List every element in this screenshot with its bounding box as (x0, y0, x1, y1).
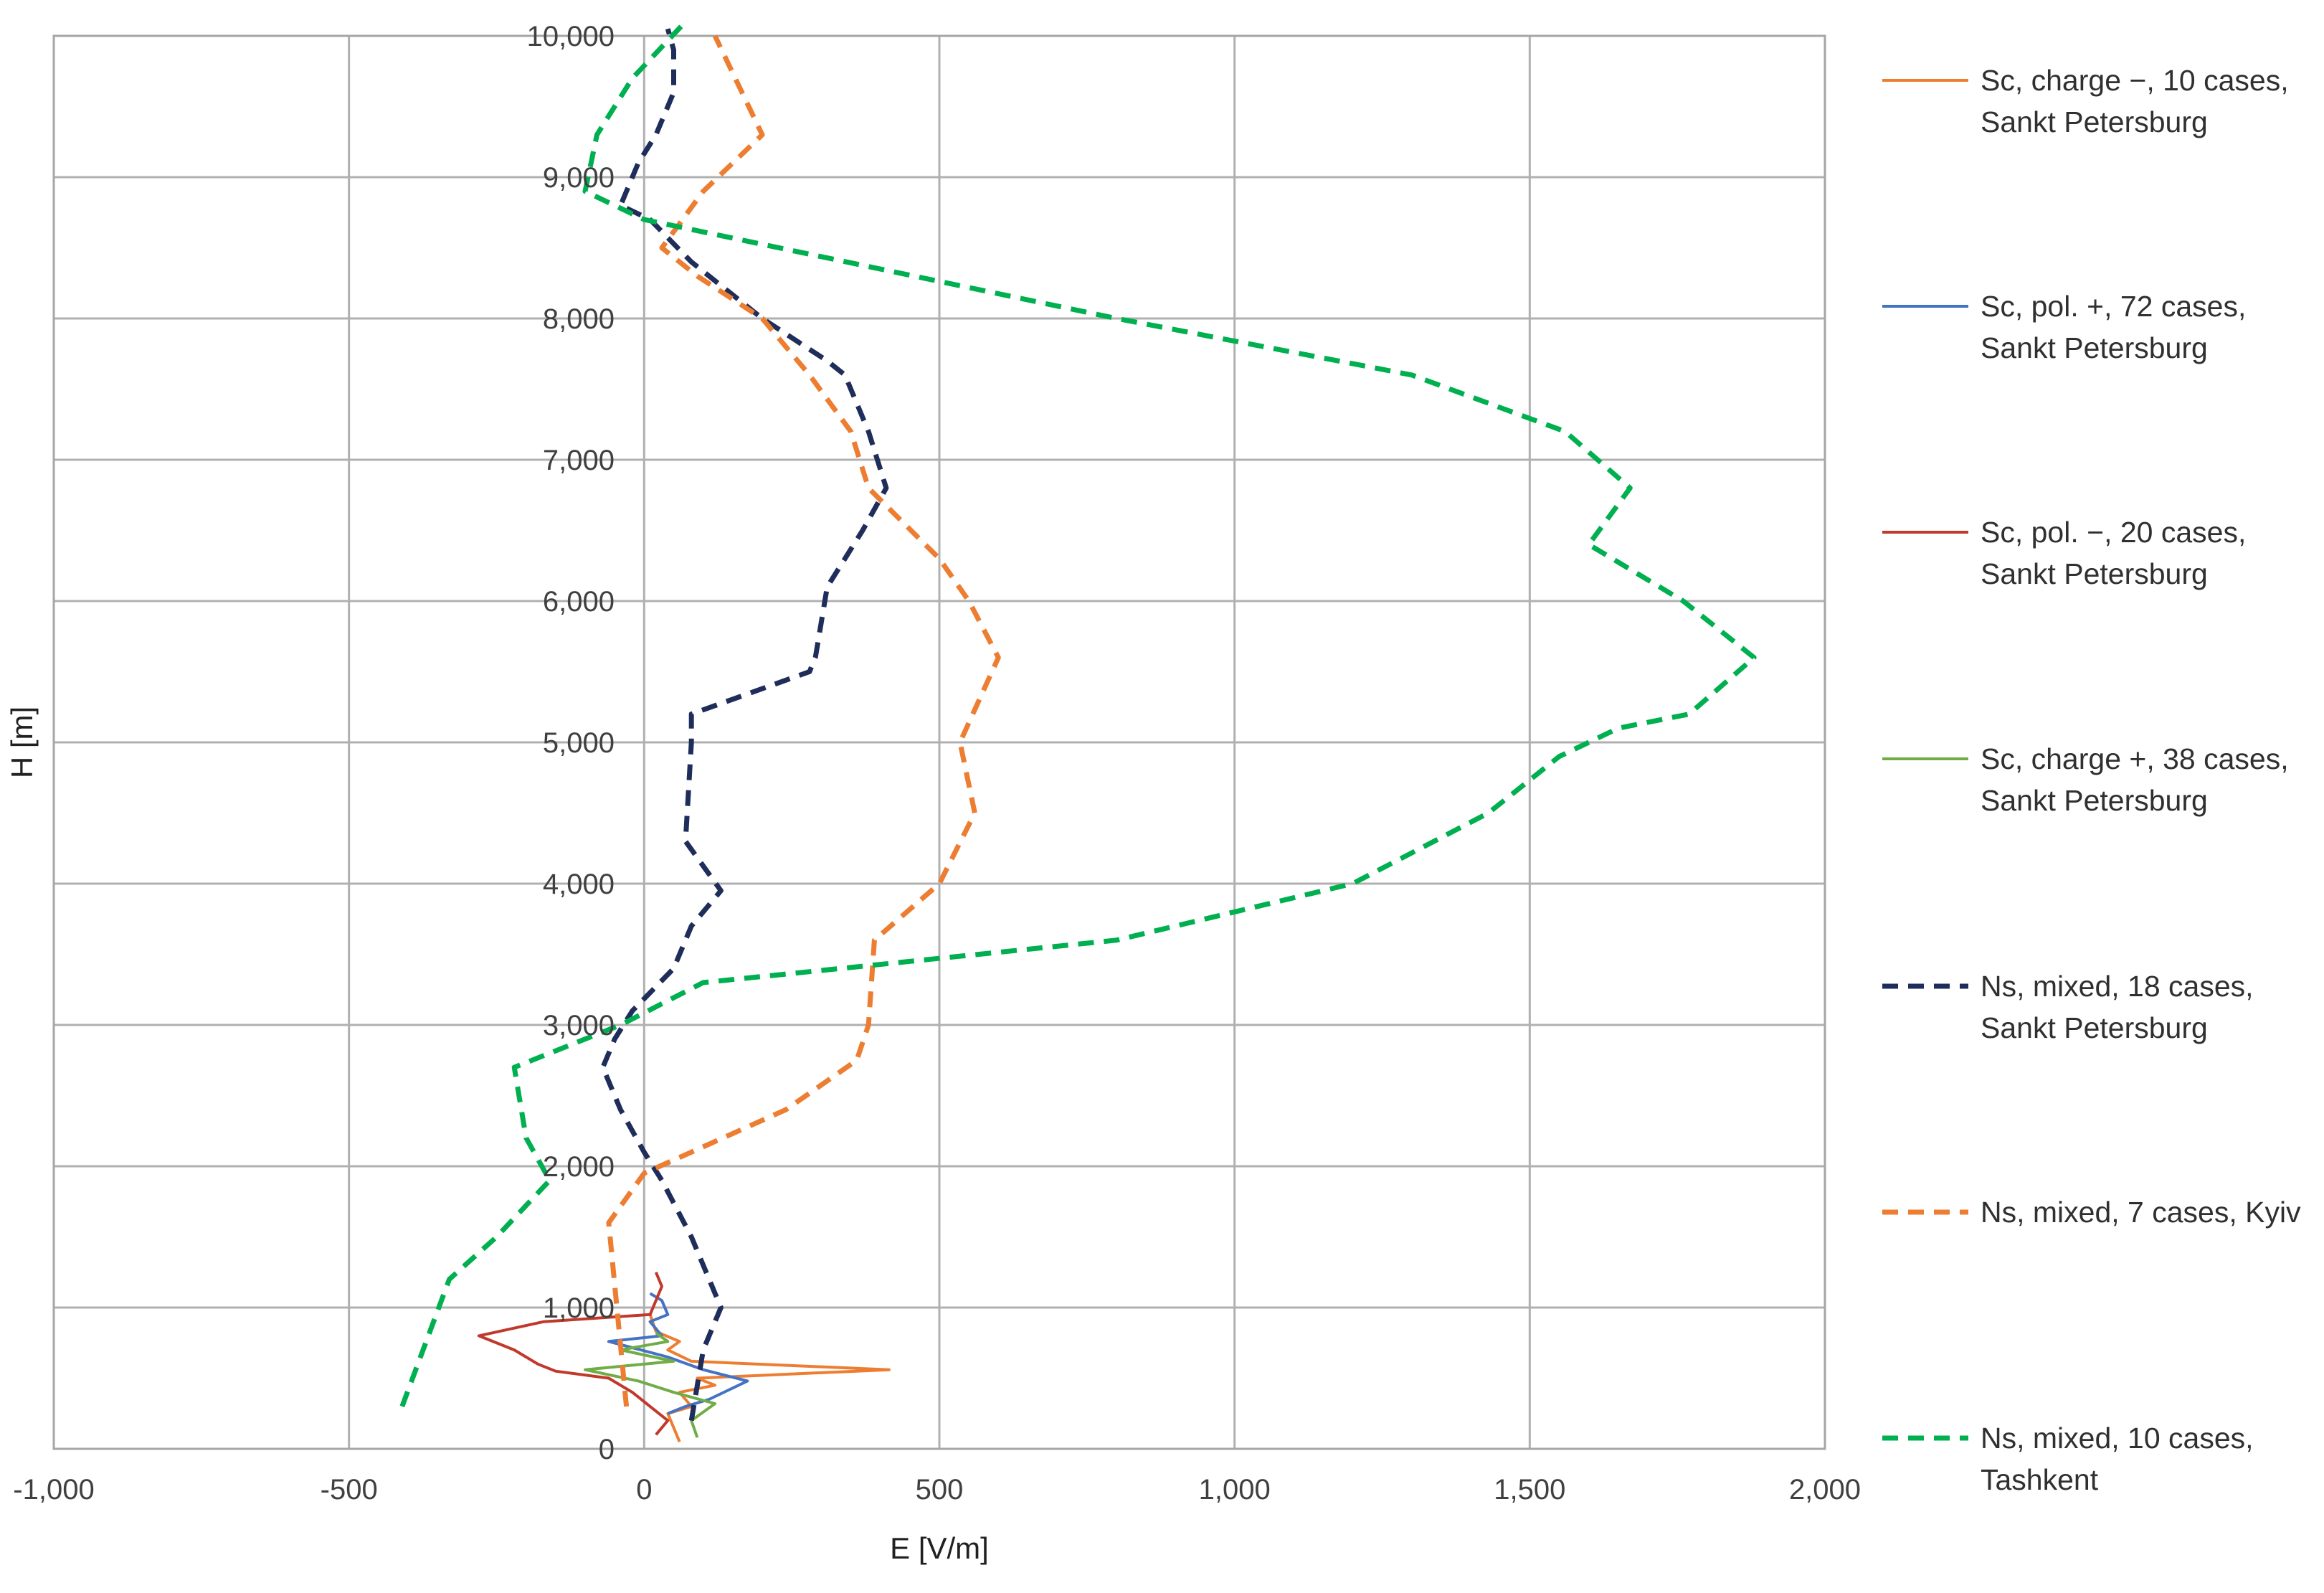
y-tick-label: 3,000 (543, 1010, 615, 1041)
legend: Sc, charge −, 10 cases, Sankt Petersburg S… (1882, 64, 2301, 1496)
legend-label: Ns, mixed, 7 cases, Kyiv (1981, 1196, 2301, 1229)
legend-item: Ns, mixed, 10 cases, Tashkent (1882, 1422, 2254, 1496)
legend-item: Sc, pol. +, 72 cases, Sankt Petersburg (1882, 290, 2246, 364)
grid-lines (52, 34, 1826, 1450)
y-tick-label: 8,000 (543, 303, 615, 335)
x-tick-label: 500 (916, 1474, 964, 1505)
y-tick-label: 7,000 (543, 445, 615, 476)
series-line-7 (399, 19, 1757, 1408)
x-axis-title: E [V/m] (890, 1531, 989, 1565)
x-tick-label: -500 (321, 1474, 378, 1505)
legend-item: Ns, mixed, 18 cases, Sankt Petersburg (1882, 970, 2254, 1044)
y-tick-label: 6,000 (543, 586, 615, 618)
series-layer (399, 19, 1757, 1442)
legend-item: Ns, mixed, 7 cases, Kyiv (1882, 1196, 2301, 1229)
x-tick-label: -1,000 (13, 1474, 94, 1505)
y-tick-labels: 0 1,000 2,000 3,000 4,000 5,000 6,000 7,000 8,00… (527, 21, 615, 1465)
legend-item: Sc, charge +, 38 cases, Sankt Petersburg (1882, 742, 2289, 817)
x-tick-labels: -1,000 -500 0 500 1,000 1,500 2,000 (13, 1474, 1861, 1505)
series-line-4 (584, 1331, 717, 1438)
series-line-6 (606, 34, 1001, 1407)
y-tick-label: 10,000 (527, 21, 615, 52)
y-tick-label: 5,000 (543, 727, 615, 759)
y-tick-label: 0 (599, 1434, 615, 1465)
x-tick-label: 2,000 (1789, 1474, 1861, 1505)
legend-label: Sc, pol. −, 20 cases, Sankt Petersburg (1981, 516, 2246, 590)
legend-item: Sc, pol. −, 20 cases, Sankt Petersburg (1882, 516, 2246, 590)
y-tick-label: 9,000 (543, 162, 615, 194)
y-axis-title: H [m] (5, 706, 39, 778)
x-tick-label: 1,500 (1494, 1474, 1565, 1505)
legend-label: Sc, pol. +, 72 cases, Sankt Petersburg (1981, 290, 2246, 364)
series-line-3 (477, 1272, 670, 1436)
y-tick-label: 1,000 (543, 1292, 615, 1324)
legend-label: Sc, charge −, 10 cases, Sankt Petersburg (1981, 64, 2289, 138)
y-tick-label: 2,000 (543, 1151, 615, 1183)
plot-area-border (52, 34, 1826, 1450)
y-tick-label: 4,000 (543, 869, 615, 900)
series-line-5 (600, 28, 889, 1422)
series-line-1 (648, 1314, 891, 1442)
legend-item: Sc, charge −, 10 cases, Sankt Petersburg (1882, 64, 2289, 138)
legend-label: Sc, charge +, 38 cases, Sankt Petersburg (1981, 742, 2289, 817)
legend-label: Ns, mixed, 18 cases, Sankt Petersburg (1981, 970, 2254, 1044)
x-tick-label: 1,000 (1199, 1474, 1271, 1505)
legend-label: Ns, mixed, 10 cases, Tashkent (1981, 1422, 2254, 1496)
x-tick-label: 0 (636, 1474, 652, 1505)
